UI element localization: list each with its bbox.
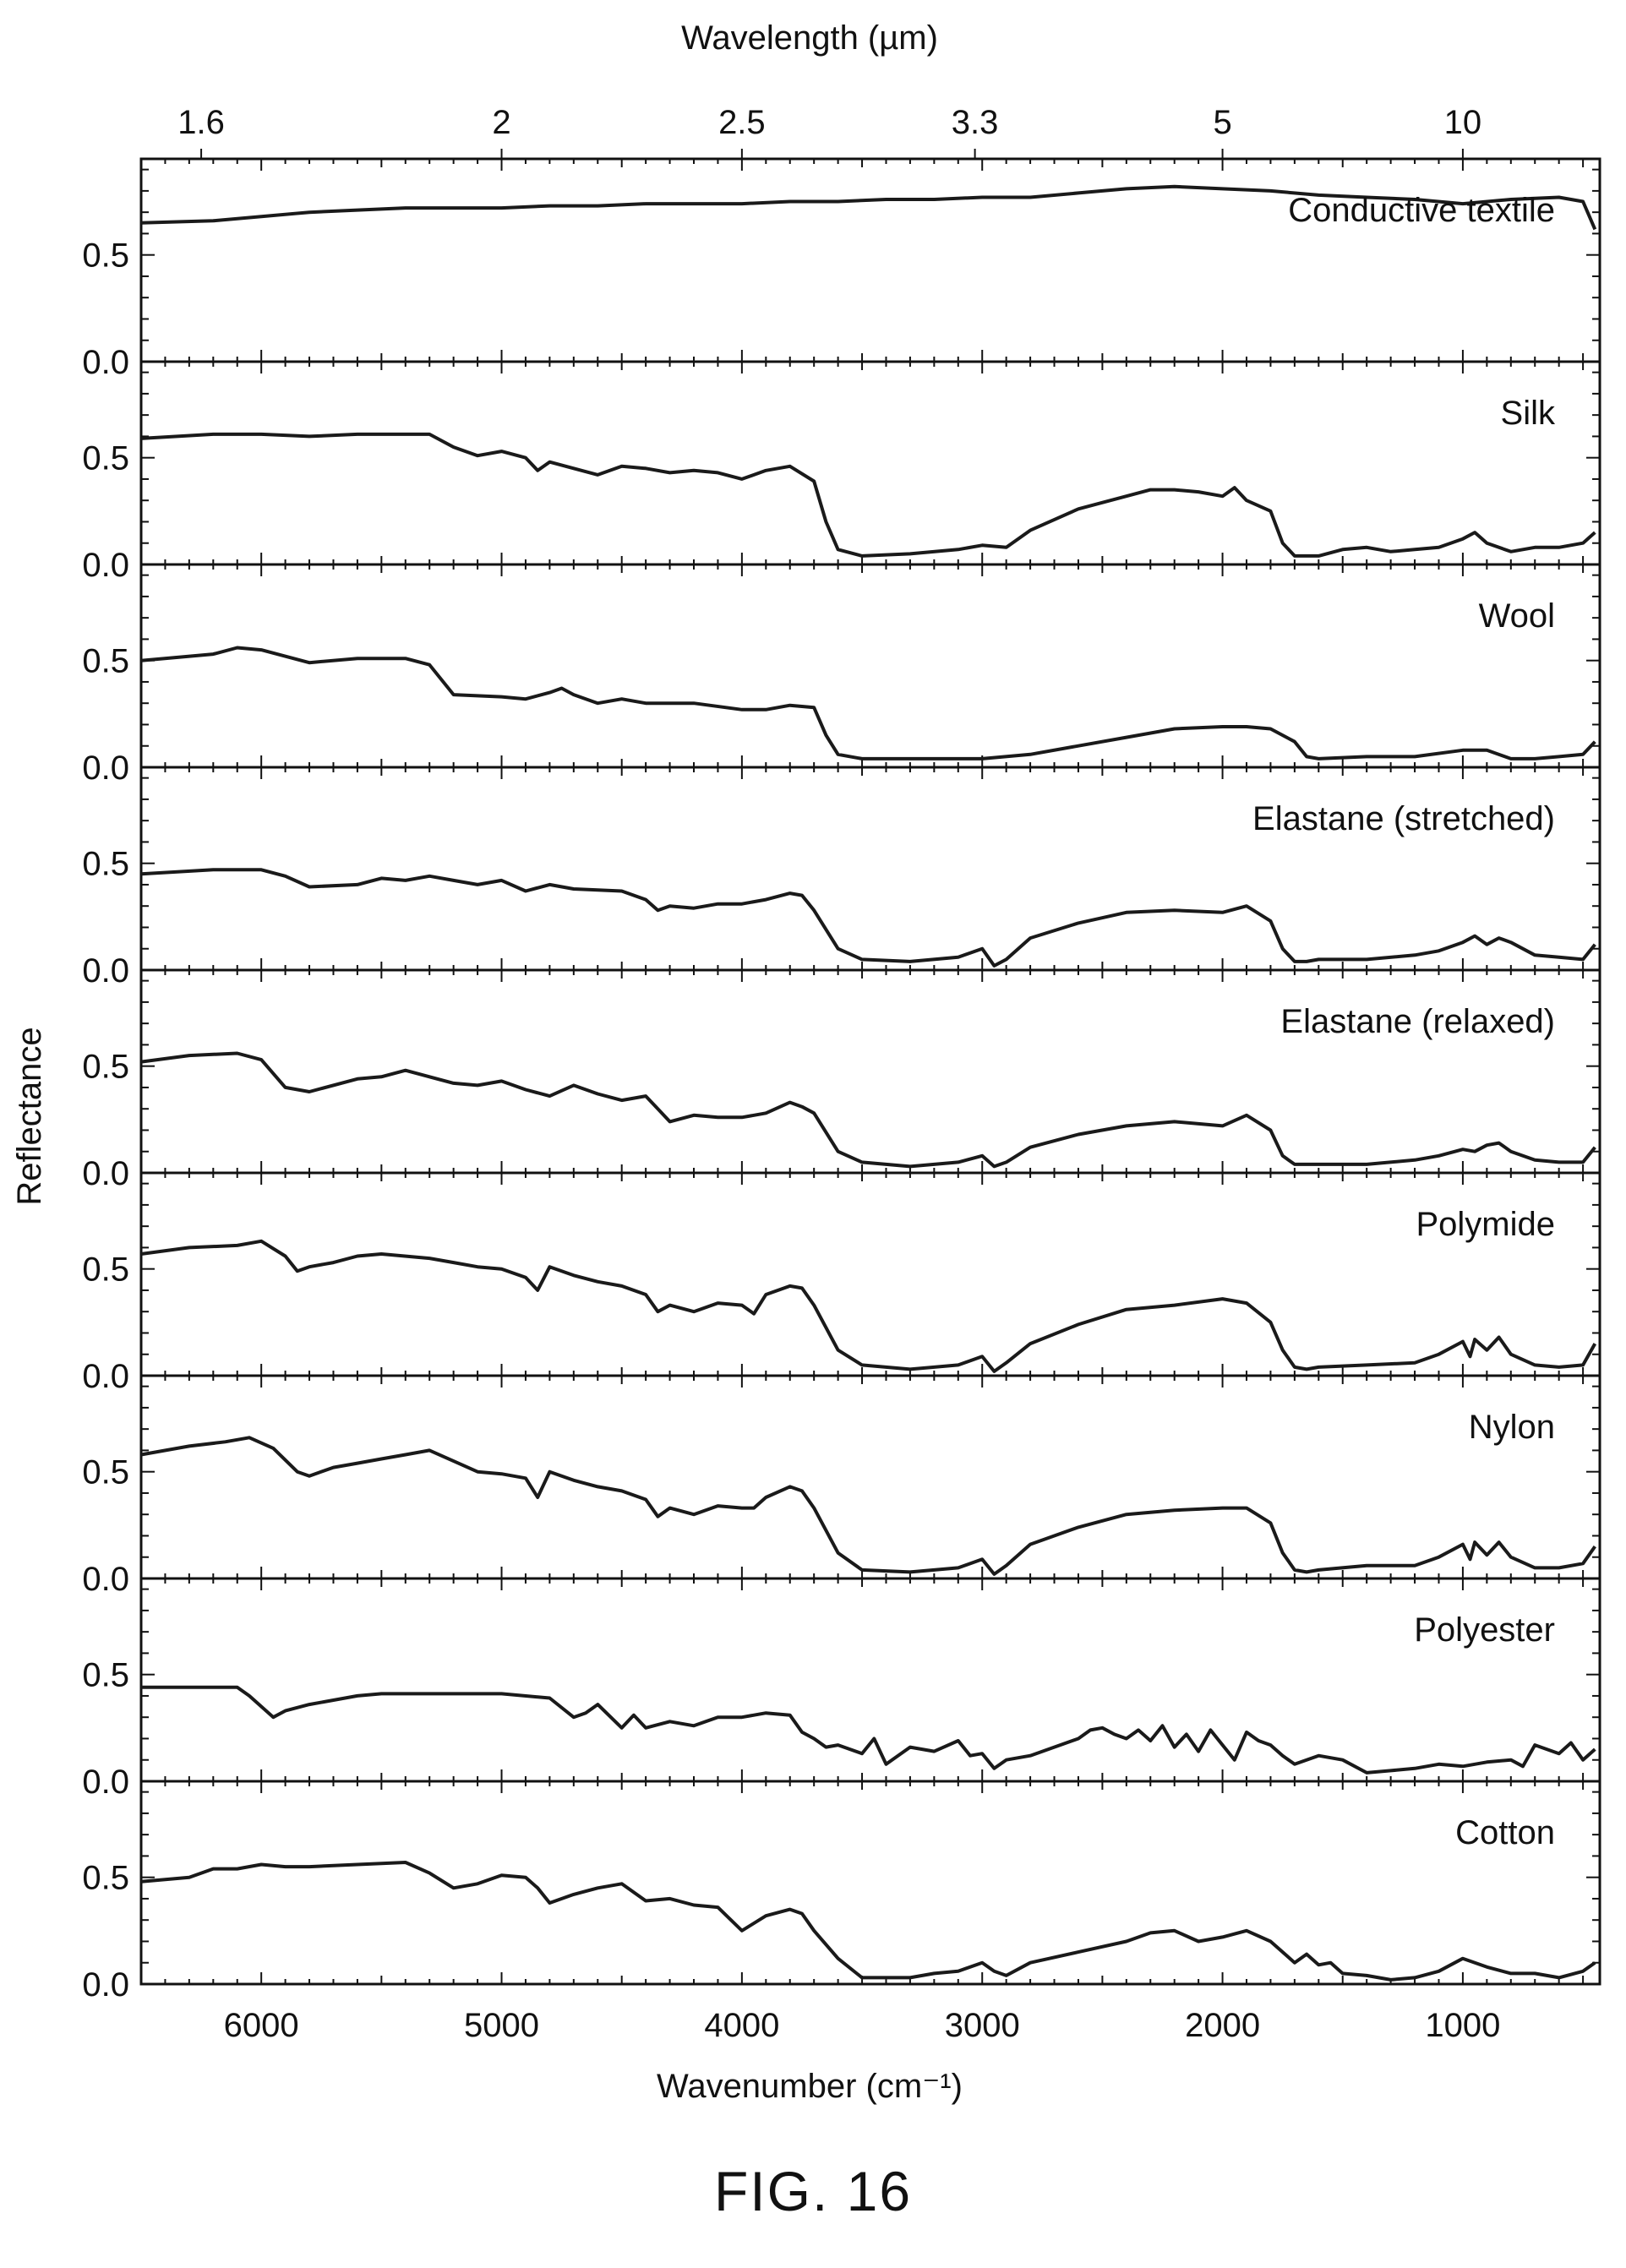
spectrum-line xyxy=(140,1436,1596,1576)
panel-frame xyxy=(139,766,1601,972)
panel: 0.0 0.5 Polyester xyxy=(82,1577,1601,1801)
panel: 0.0 0.5 Cotton xyxy=(82,1780,1601,2004)
spectrum-line xyxy=(140,184,1597,231)
y-tick-label: 0.5 xyxy=(82,846,129,883)
panel-label: Silk xyxy=(1501,395,1556,432)
y-tick-label: 0.0 xyxy=(82,750,129,787)
x-tick-label: 5000 xyxy=(464,2007,539,2044)
panel-frame xyxy=(139,1171,1601,1377)
x-axis-title: Wavenumber (cm⁻¹) xyxy=(657,2068,963,2105)
figure-caption: FIG. 16 xyxy=(713,2160,913,2222)
panel-frame xyxy=(139,563,1601,769)
spectrum-line xyxy=(140,432,1596,558)
y-tick-label: 0.5 xyxy=(82,643,129,680)
y-tick-label: 0.5 xyxy=(82,1251,129,1289)
panel-label: Wool xyxy=(1479,597,1555,635)
panel-frame xyxy=(139,1374,1601,1580)
panel-label: Nylon xyxy=(1469,1409,1555,1446)
y-tick-label: 0.0 xyxy=(82,1764,129,1801)
bottom-axis-ticks: 6000 5000 4000 3000 2000 1000 xyxy=(224,2007,1501,2044)
panel: 0.0 0.5 Wool xyxy=(82,563,1601,787)
panel-label: Polyester xyxy=(1414,1611,1555,1649)
panel-label: Elastane (stretched) xyxy=(1252,800,1555,837)
x-tick-label: 1000 xyxy=(1425,2007,1500,2044)
spectrum-line xyxy=(140,646,1596,761)
x2-tick-label: 3.3 xyxy=(952,104,999,141)
x-tick-label: 4000 xyxy=(704,2007,779,2044)
spectrum-line xyxy=(140,868,1596,968)
top-axis-title: Wavelength (µm) xyxy=(681,19,938,57)
y-tick-label: 0.0 xyxy=(82,1155,129,1192)
top-axis-ticks: 1.6 2 2.5 3.3 5 10 xyxy=(177,104,1481,159)
panel: 0.0 0.5 Silk xyxy=(82,360,1601,584)
spectrum-line xyxy=(140,1051,1596,1169)
y-tick-label: 0.0 xyxy=(82,952,129,990)
spectrum-line xyxy=(141,1685,1596,1775)
panel: 0.0 0.5 Elastane (relaxed) xyxy=(82,968,1601,1192)
x2-tick-label: 10 xyxy=(1444,104,1482,141)
y-tick-label: 0.0 xyxy=(82,547,129,584)
x-tick-label: 6000 xyxy=(224,2007,299,2044)
panel-frame xyxy=(139,1780,1601,1986)
panel-label: Conductive textile xyxy=(1288,192,1555,229)
y-tick-label: 0.5 xyxy=(82,440,129,477)
panel-frame xyxy=(139,157,1601,363)
panel-label: Cotton xyxy=(1455,1814,1555,1851)
x2-tick-label: 5 xyxy=(1213,104,1231,141)
y-tick-label: 0.5 xyxy=(82,1049,129,1086)
panel-label: Elastane (relaxed) xyxy=(1280,1003,1555,1040)
y-tick-label: 0.5 xyxy=(82,237,129,275)
panel-frame xyxy=(139,968,1601,1175)
y-tick-label: 0.5 xyxy=(82,1454,129,1491)
x-tick-label: 3000 xyxy=(945,2007,1020,2044)
y-tick-label: 0.5 xyxy=(82,1657,129,1694)
x2-tick-label: 2 xyxy=(492,104,510,141)
spectrum-line xyxy=(140,1239,1597,1373)
panel-frame xyxy=(139,360,1601,566)
y-axis-title: Reflectance xyxy=(11,1027,48,1205)
panel: 0.0 0.5 Conductive textile xyxy=(82,157,1601,381)
y-tick-label: 0.5 xyxy=(82,1860,129,1897)
chart-panels: 0.0 0.5 Conductive textile 0.0 0.5 Silk 0.0 0.5… xyxy=(82,157,1601,2004)
y-tick-label: 0.0 xyxy=(82,1561,129,1598)
panel: 0.0 0.5 Nylon xyxy=(82,1374,1601,1598)
x2-tick-label: 2.5 xyxy=(718,104,766,141)
y-tick-label: 0.0 xyxy=(82,1966,129,2004)
x2-tick-label: 1.6 xyxy=(177,104,225,141)
y-tick-label: 0.0 xyxy=(82,344,129,381)
panel-frame xyxy=(139,1577,1601,1783)
x-tick-label: 2000 xyxy=(1185,2007,1260,2044)
spectrum-line xyxy=(140,1861,1596,1982)
panel: 0.0 0.5 Elastane (stretched) xyxy=(82,766,1601,990)
panel-label: Polymide xyxy=(1416,1206,1555,1243)
panel: 0.0 0.5 Polymide xyxy=(82,1171,1601,1395)
y-tick-label: 0.0 xyxy=(82,1358,129,1395)
